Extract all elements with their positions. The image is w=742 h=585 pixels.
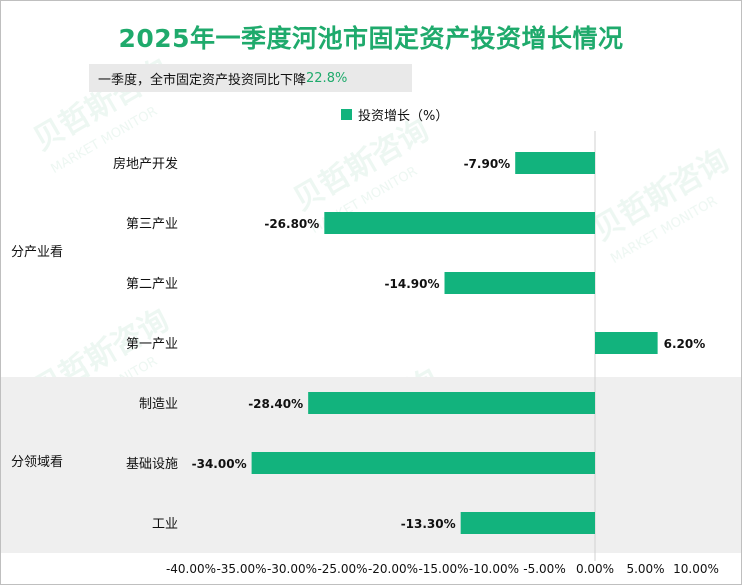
bar (595, 332, 658, 354)
x-tick-label: -15.00% (418, 562, 468, 576)
data-label: -26.80% (264, 217, 319, 231)
bar (515, 152, 595, 174)
x-tick-label: -10.00% (469, 562, 519, 576)
category-label: 工业 (152, 517, 178, 532)
x-tick-label: -20.00% (368, 562, 418, 576)
data-label: -13.30% (401, 517, 456, 531)
subtitle-box: 一季度，全市固定资产投资同比下降 22.8% (89, 64, 412, 92)
data-label: -34.00% (192, 457, 247, 471)
group-label: 分产业看 (11, 244, 63, 260)
subtitle-text: 一季度，全市固定资产投资同比下降 (98, 72, 307, 88)
data-label: -14.90% (385, 277, 440, 291)
category-label: 基础设施 (126, 457, 178, 472)
x-tick-label: 5.00% (626, 562, 664, 576)
legend-label: 投资增长（%） (358, 109, 449, 124)
x-tick-label: -30.00% (267, 562, 317, 576)
bar (324, 212, 595, 234)
legend-swatch (341, 109, 352, 120)
data-label: -28.40% (248, 397, 303, 411)
legend: 投资增长（%） (341, 105, 448, 124)
data-label: 6.20% (664, 337, 706, 351)
x-tick-label: 0.00% (576, 562, 614, 576)
subtitle-highlight: 22.8% (306, 70, 348, 86)
x-tick-label: -25.00% (317, 562, 367, 576)
category-label: 房地产开发 (113, 156, 178, 172)
x-tick-label: -35.00% (216, 562, 266, 576)
category-label: 第二产业 (126, 277, 178, 292)
chart-title: 2025年一季度河池市固定资产投资增长情况 (118, 24, 624, 53)
bar (460, 512, 595, 534)
category-label: 制造业 (139, 397, 178, 412)
bar (444, 272, 595, 294)
group-label: 分领域看 (11, 454, 63, 470)
bar (251, 452, 595, 474)
x-tick-label: -40.00% (166, 562, 216, 576)
bar (308, 392, 595, 414)
x-tick-label: -5.00% (523, 562, 565, 576)
category-label: 第一产业 (126, 337, 178, 352)
x-tick-label: 10.00% (673, 562, 719, 576)
category-label: 第三产业 (126, 217, 178, 232)
data-label: -7.90% (464, 157, 511, 171)
